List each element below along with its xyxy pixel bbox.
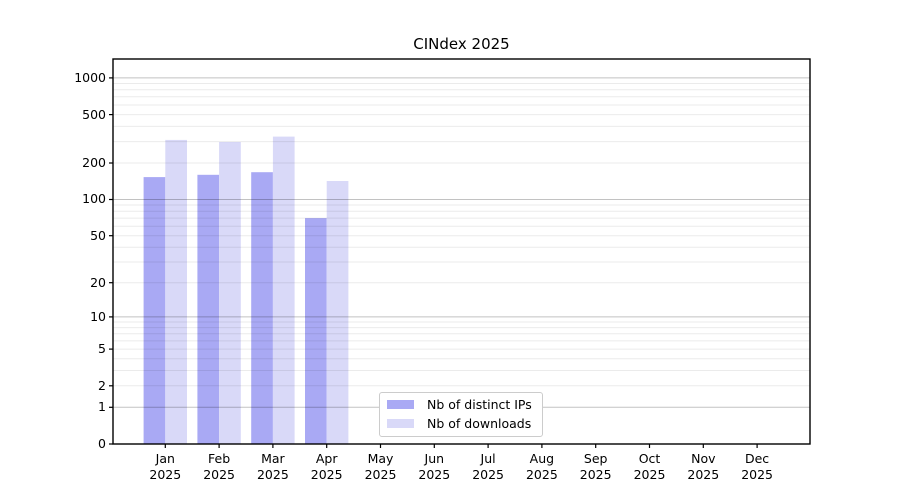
x-tick-label-apr: Apr 2025	[310, 451, 343, 482]
y-tick-label-500: 500	[82, 106, 106, 122]
chart-title: CINdex 2025	[413, 35, 510, 53]
legend-swatch-distinct-ips	[387, 400, 414, 409]
bar-nb-of-downloads-mar	[272, 136, 295, 444]
y-tick-label-100: 100	[82, 191, 106, 207]
plot-border	[112, 58, 811, 445]
y-tick-label-50: 50	[90, 227, 106, 243]
legend-label-distinct-ips: Nb of distinct IPs	[427, 397, 532, 412]
legend-item-distinct-ips: Nb of distinct IPs	[387, 395, 532, 414]
y-tick-label-10: 10	[90, 308, 106, 324]
legend: Nb of distinct IPs Nb of downloads	[379, 392, 543, 437]
bar-nb-of-distinct-ips-apr	[305, 218, 327, 444]
bar-nb-of-distinct-ips-feb	[197, 174, 220, 445]
y-tick-label-20: 20	[90, 274, 106, 290]
x-tick-label-may: May 2025	[364, 451, 397, 482]
y-tick-label-0: 0	[98, 436, 106, 451]
x-tick-label-feb: Feb 2025	[203, 451, 235, 482]
x-tick-label-jun: Jun 2025	[418, 451, 451, 482]
y-tick-label-1: 1	[98, 399, 106, 415]
bar-nb-of-distinct-ips-jan	[143, 177, 166, 444]
x-tick-label-dec: Dec 2025	[741, 451, 773, 482]
bar-nb-of-downloads-feb	[219, 142, 241, 444]
bar-nb-of-distinct-ips-mar	[251, 172, 273, 444]
x-tick-label-nov: Nov 2025	[687, 451, 720, 482]
y-tick-label-200: 200	[82, 155, 106, 170]
legend-swatch-downloads	[387, 419, 414, 428]
x-tick-label-jan: Jan 2025	[149, 451, 182, 482]
y-tick-label-2: 2	[98, 377, 106, 393]
x-tick-label-aug: Aug 2025	[525, 451, 558, 482]
x-tick-label-jul: Jul 2025	[472, 451, 504, 482]
legend-label-downloads: Nb of downloads	[427, 416, 532, 431]
y-tick-label-1000: 1000	[74, 69, 106, 85]
x-tick-label-mar: Mar 2025	[256, 451, 289, 482]
bar-nb-of-downloads-apr	[326, 181, 349, 444]
legend-item-downloads: Nb of downloads	[387, 414, 532, 433]
x-tick-label-oct: Oct 2025	[633, 451, 666, 482]
x-tick-label-sep: Sep 2025	[579, 451, 612, 482]
bar-nb-of-downloads-jan	[165, 139, 187, 444]
y-tick-label-5: 5	[98, 341, 106, 357]
